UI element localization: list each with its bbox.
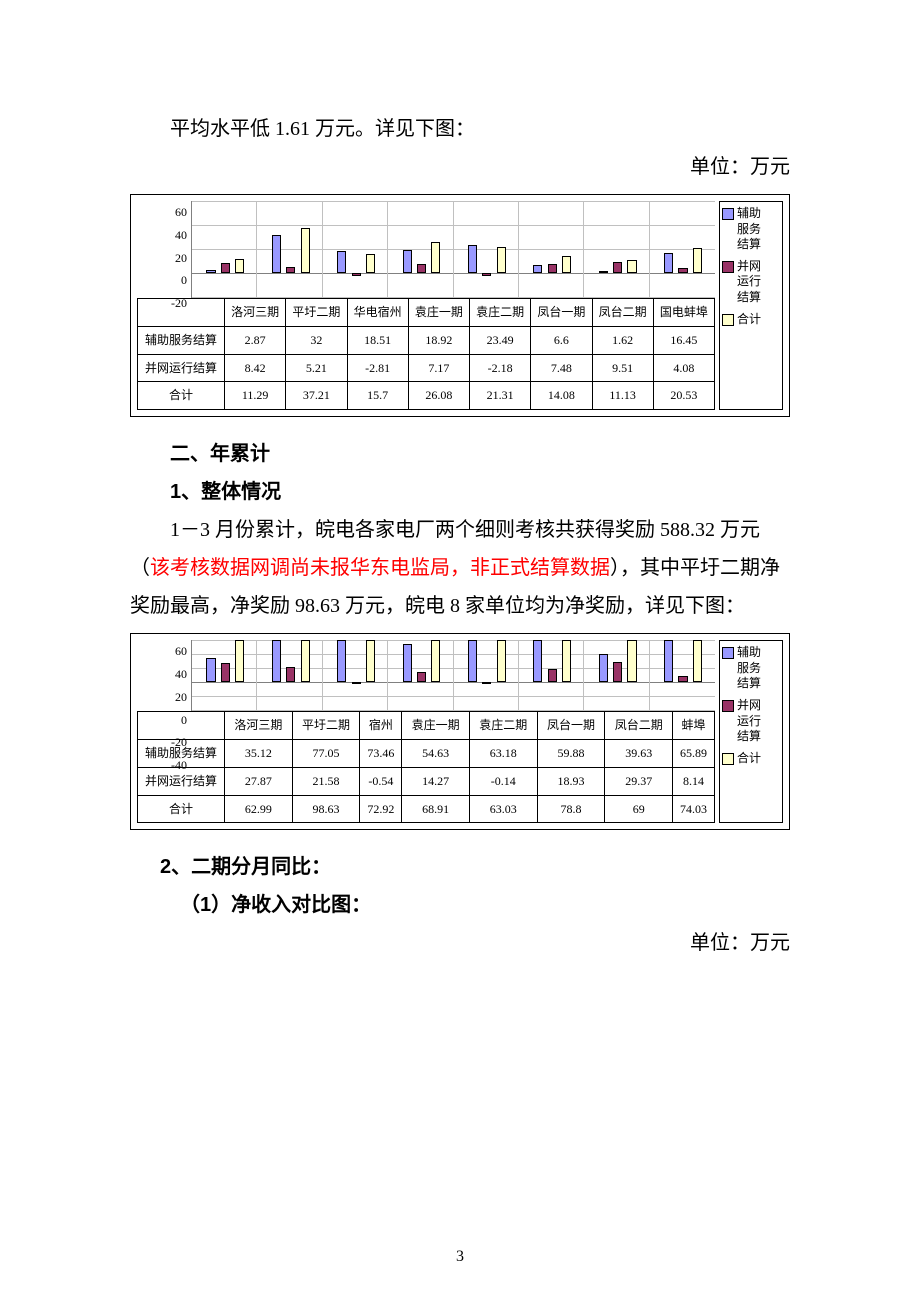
bar — [417, 264, 426, 273]
bar — [337, 251, 346, 273]
bar — [482, 682, 491, 684]
bar — [664, 253, 673, 273]
bar-group — [519, 640, 584, 710]
bar — [627, 260, 636, 273]
bar — [678, 268, 687, 273]
bar-group — [650, 640, 715, 710]
bar-group — [192, 201, 257, 297]
bar — [403, 644, 412, 682]
bar — [533, 265, 542, 273]
bar — [678, 676, 687, 682]
legend-item: 合计 — [722, 751, 780, 767]
bar — [548, 264, 557, 273]
bar — [337, 640, 346, 682]
bar — [235, 259, 244, 273]
section-2-2-title: 2、二期分月同比： — [160, 848, 790, 886]
bar-group — [323, 640, 388, 710]
bar — [206, 270, 215, 273]
bar-group — [454, 201, 519, 297]
bar-group — [519, 201, 584, 297]
bar — [417, 672, 426, 682]
bar — [562, 256, 571, 273]
bar — [562, 640, 571, 682]
bar — [497, 640, 506, 682]
bar — [693, 640, 702, 682]
bar — [286, 667, 295, 682]
chart2-plot — [191, 640, 715, 711]
bar — [693, 248, 702, 273]
unit-label-2: 单位：万元 — [130, 924, 790, 962]
bar — [352, 273, 361, 276]
bar-group — [584, 640, 649, 710]
unit-label-1: 单位：万元 — [130, 148, 790, 186]
bar — [613, 662, 622, 683]
chart1-yaxis: 6040200-20 — [137, 201, 191, 297]
bar-group — [388, 640, 453, 710]
bar — [431, 640, 440, 682]
chart2-yaxis: 6040200-20-40 — [137, 640, 191, 710]
legend-item: 并网运行结算 — [722, 259, 780, 306]
bar — [497, 247, 506, 273]
bar — [272, 640, 281, 682]
bar-group — [257, 201, 322, 297]
bar-group — [257, 640, 322, 710]
bar — [352, 682, 361, 684]
bar-group — [323, 201, 388, 297]
bar — [235, 640, 244, 682]
bar — [301, 228, 310, 273]
chart1-plot — [191, 201, 715, 298]
chart-1: 6040200-20 洛河三期平圩二期华电宿州袁庄一期袁庄二期凤台一期凤台二期国… — [130, 194, 790, 417]
bar — [366, 640, 375, 682]
legend-item: 并网运行结算 — [722, 698, 780, 745]
bar — [468, 245, 477, 273]
bar — [286, 267, 295, 273]
bar — [482, 273, 491, 276]
section-2-2-1-title: （1）净收入对比图： — [180, 886, 790, 924]
body-2: 1－3 月份累计，皖电各家电厂两个细则考核共获得奖励 588.32 万元（该考核… — [130, 511, 790, 625]
bar — [548, 669, 557, 682]
chart2-legend: 辅助服务结算并网运行结算合计 — [719, 640, 783, 823]
bar — [206, 658, 215, 683]
bar-group — [454, 640, 519, 710]
bar-group — [584, 201, 649, 297]
bar — [533, 640, 542, 682]
bar — [221, 263, 230, 273]
bar — [599, 654, 608, 682]
bar — [272, 235, 281, 273]
bar — [613, 262, 622, 273]
bar — [301, 640, 310, 682]
section-2-title: 二、年累计 — [170, 435, 790, 473]
chart1-table: 洛河三期平圩二期华电宿州袁庄一期袁庄二期凤台一期凤台二期国电蚌埠辅助服务结算2.… — [137, 298, 715, 410]
section-2-1-title: 1、整体情况 — [170, 473, 790, 511]
chart2-table: 洛河三期平圩二期宿州袁庄一期袁庄二期凤台一期凤台二期蚌埠辅助服务结算35.127… — [137, 711, 715, 823]
legend-item: 辅助服务结算 — [722, 645, 780, 692]
bar-group — [388, 201, 453, 297]
intro-line: 平均水平低 1.61 万元。详见下图： — [130, 110, 790, 148]
bar — [468, 640, 477, 682]
bar — [221, 663, 230, 683]
legend-item: 辅助服务结算 — [722, 206, 780, 253]
bar — [403, 250, 412, 273]
bar-group — [650, 201, 715, 297]
bar — [366, 254, 375, 273]
bar-group — [192, 640, 257, 710]
bar — [431, 242, 440, 273]
chart-2: 6040200-20-40 洛河三期平圩二期宿州袁庄一期袁庄二期凤台一期凤台二期… — [130, 633, 790, 830]
legend-item: 合计 — [722, 312, 780, 328]
bar — [599, 271, 608, 273]
bar — [664, 640, 673, 682]
page-number: 3 — [130, 1242, 790, 1272]
bar — [627, 640, 636, 682]
chart1-legend: 辅助服务结算并网运行结算合计 — [719, 201, 783, 410]
